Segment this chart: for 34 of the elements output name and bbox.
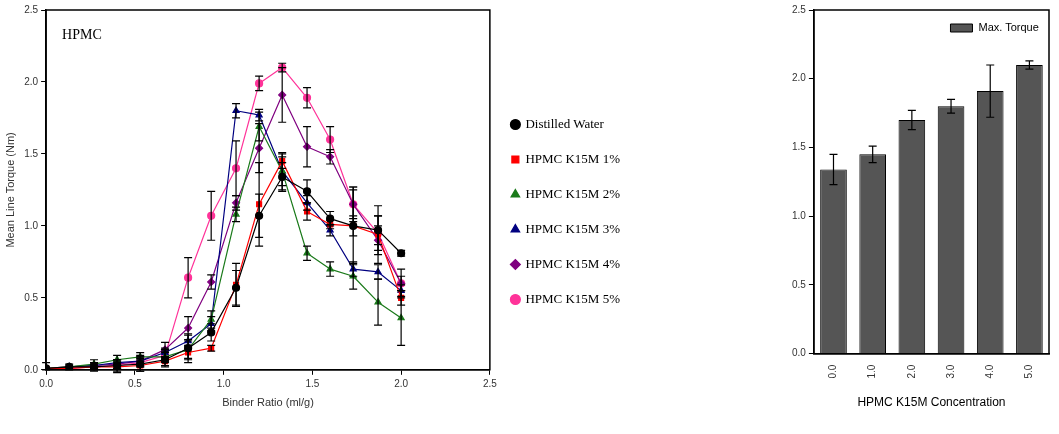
- y-tick-label: 2.5: [792, 3, 807, 15]
- x-tick-label: 1.0: [216, 377, 231, 389]
- x-tick-label: 4.0: [983, 364, 995, 379]
- x-tick-label: 2.0: [394, 377, 409, 389]
- legend-label: HPMC K15M 4%: [525, 255, 621, 271]
- x-tick-label: 3.0: [944, 364, 956, 379]
- x-tick-label: 0.5: [127, 377, 143, 389]
- y-tick-label: 1.0: [24, 219, 39, 231]
- x-tick-label: 1.5: [305, 377, 320, 389]
- legend-label: Max. Torque: [978, 21, 1039, 34]
- y-tick-label: 0.5: [24, 291, 39, 303]
- x-axis-title: Binder Ratio (ml/g): [222, 396, 314, 409]
- x-tick-label: 2.5: [482, 377, 498, 389]
- x-tick-label: 1.0: [866, 364, 878, 379]
- annotation: HPMC: [62, 26, 102, 42]
- y-tick-label: 1.5: [24, 147, 39, 159]
- y-tick-label: 1.0: [792, 209, 807, 221]
- x-tick-label: 0.0: [39, 377, 54, 389]
- y-axis-title: Mean Line Torque (Nm): [3, 132, 16, 248]
- x-axis-title: HPMC K15M Concentration: [857, 395, 1006, 410]
- legend-label: HPMC K15M 1%: [525, 150, 621, 166]
- y-tick-label: 2.0: [24, 75, 39, 87]
- y-tick-label: 2.5: [24, 3, 39, 15]
- y-tick-label: 0.5: [792, 278, 807, 290]
- x-tick-label: 0.0: [827, 364, 839, 379]
- y-tick-label: 0.0: [792, 347, 807, 359]
- legend-label: HPMC K15M 2%: [525, 185, 621, 201]
- legend-label: Distilled Water: [525, 115, 605, 131]
- legend-label: HPMC K15M 3%: [525, 220, 621, 236]
- x-tick-label: 5.0: [1023, 364, 1035, 379]
- legend-label: HPMC K15M 5%: [525, 290, 621, 306]
- y-tick-label: 1.5: [792, 141, 807, 153]
- x-tick-label: 2.0: [905, 364, 917, 379]
- y-tick-label: 2.0: [792, 72, 807, 84]
